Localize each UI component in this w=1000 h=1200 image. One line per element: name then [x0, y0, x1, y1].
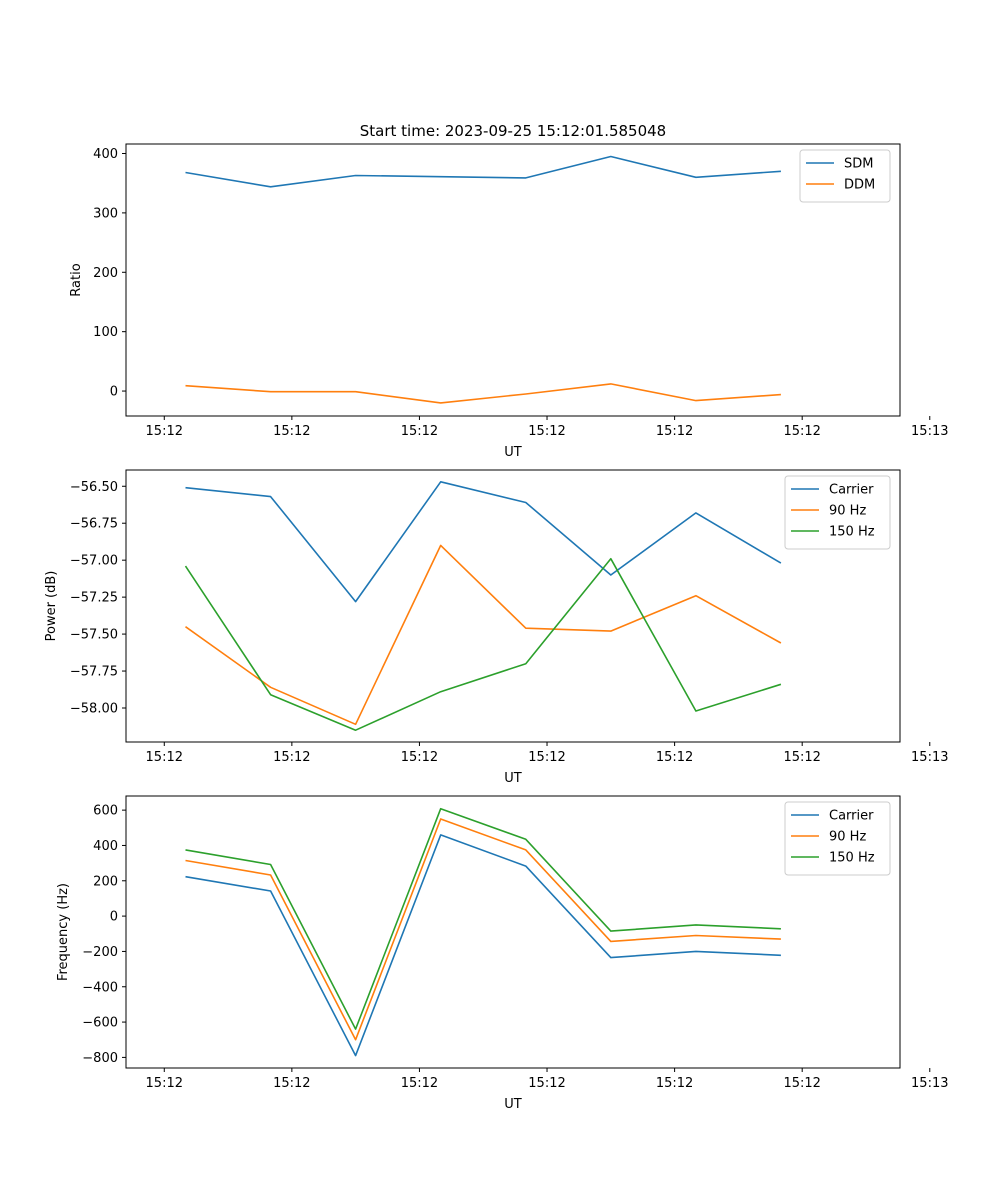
y-tick-label: −57.25: [70, 591, 118, 606]
x-tick-label: 15:12: [528, 1076, 565, 1091]
series-line-ddm: [185, 383, 781, 404]
y-tick-label: 200: [93, 266, 118, 281]
y-tick-label: −400: [82, 980, 118, 995]
legend-label: 150 Hz: [829, 525, 875, 540]
x-axis-label: UT: [504, 1097, 522, 1112]
y-tick-label: 400: [93, 147, 118, 162]
y-tick-label: 0: [110, 910, 118, 925]
x-tick-label: 15:12: [783, 424, 820, 439]
y-tick-label: −800: [82, 1051, 118, 1066]
x-tick-label: 15:12: [273, 750, 310, 765]
x-tick-label: 15:12: [783, 1076, 820, 1091]
x-tick-label: 15:12: [273, 424, 310, 439]
x-tick-label: 15:12: [146, 1076, 183, 1091]
legend: Carrier 90 Hz 150 Hz: [784, 475, 891, 550]
y-tick-label: −57.00: [70, 554, 118, 569]
x-tick-label: 15:12: [528, 750, 565, 765]
chart-panel-1: 15:12 15:12 15:12 15:12 15:12 15:12 15:13 0 100 2…: [69, 143, 949, 460]
y-tick-label: −56.50: [70, 480, 118, 495]
y-tick-label: −57.50: [70, 628, 118, 643]
chart-panel-2: 15:12 15:12 15:12 15:12 15:12 15:12 15:13 −58.0…: [44, 469, 949, 786]
y-tick-label: 400: [93, 839, 118, 854]
y-tick-label: 600: [93, 804, 118, 819]
legend-label: 150 Hz: [829, 851, 875, 866]
axes-frame: [125, 143, 901, 417]
y-axis-label: Power (dB): [44, 571, 59, 642]
y-axis-label: Ratio: [69, 263, 84, 296]
legend: Carrier 90 Hz 150 Hz: [784, 801, 891, 876]
y-axis-label: Frequency (Hz): [56, 883, 71, 981]
series-line-carrier: [185, 834, 781, 1057]
x-tick-label: 15:12: [401, 750, 438, 765]
axes-frame: [125, 469, 901, 743]
legend-label: 90 Hz: [829, 504, 866, 519]
figure-title: Start time: 2023-09-25 15:12:01.585048: [360, 122, 666, 140]
x-tick-label: 15:12: [656, 750, 693, 765]
legend: SDM DDM: [799, 149, 891, 203]
legend-label: Carrier: [829, 809, 874, 824]
x-tick-label: 15:12: [273, 1076, 310, 1091]
y-tick-label: 0: [110, 385, 118, 400]
legend-label: 90 Hz: [829, 830, 866, 845]
y-tick-label: 300: [93, 206, 118, 221]
x-tick-label: 15:12: [528, 424, 565, 439]
legend-label: DDM: [844, 178, 875, 193]
x-tick-label: 15:12: [401, 424, 438, 439]
y-tick-label: 200: [93, 874, 118, 889]
legend-label: SDM: [844, 157, 873, 172]
y-tick-label: −58.00: [70, 702, 118, 717]
x-tick-label: 15:13: [911, 424, 948, 439]
x-axis-label: UT: [504, 445, 522, 460]
x-tick-label: 15:13: [911, 1076, 948, 1091]
series-line-sdm: [185, 155, 781, 188]
x-tick-label: 15:13: [911, 750, 948, 765]
series-line-90-hz: [185, 544, 782, 726]
legend-label: Carrier: [829, 483, 874, 498]
x-axis-label: UT: [504, 771, 522, 786]
x-tick-label: 15:12: [656, 424, 693, 439]
x-tick-label: 15:12: [783, 750, 820, 765]
series-line-90-hz: [185, 818, 781, 1041]
x-tick-label: 15:12: [146, 424, 183, 439]
series-line-150-hz: [185, 807, 781, 1030]
x-tick-label: 15:12: [656, 1076, 693, 1091]
chart-panel-3: 15:12 15:12 15:12 15:12 15:12 15:12 15:13 −800 −…: [56, 795, 949, 1112]
y-tick-label: −600: [82, 1016, 118, 1031]
axes-frame: [125, 795, 901, 1069]
x-tick-label: 15:12: [401, 1076, 438, 1091]
series-line-carrier: [185, 480, 782, 603]
y-tick-label: 100: [93, 325, 118, 340]
series-line-150-hz: [184, 557, 782, 732]
y-tick-label: −57.75: [70, 665, 118, 680]
y-tick-label: −56.75: [70, 517, 118, 532]
x-tick-label: 15:12: [146, 750, 183, 765]
y-tick-label: −200: [82, 945, 118, 960]
